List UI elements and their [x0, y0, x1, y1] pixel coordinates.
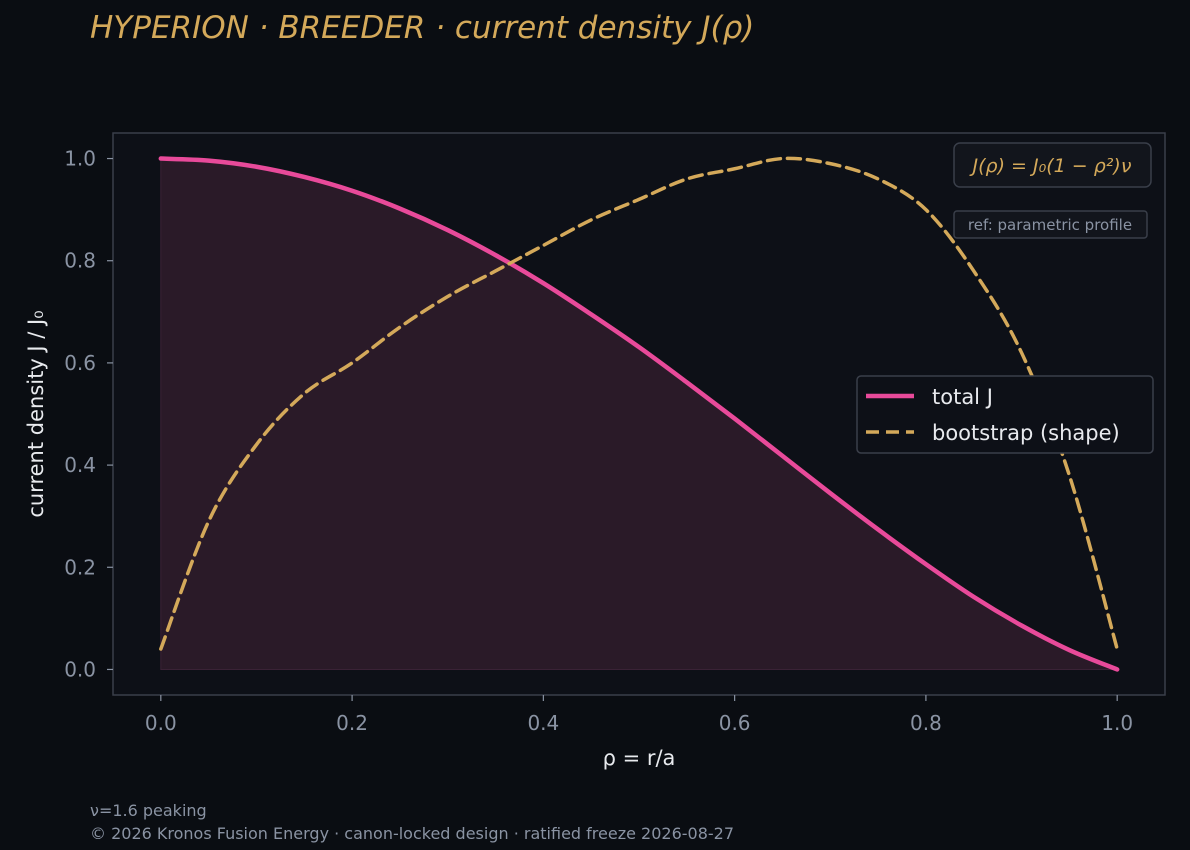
- total-j-line: [158, 156, 1120, 672]
- reference-text: ref: parametric profile: [968, 216, 1132, 234]
- y-tick-label: 0.2: [64, 555, 96, 579]
- x-tick-label: 0.0: [145, 711, 177, 735]
- formula-annotation: J(ρ) = J₀(1 − ρ²)ν: [953, 142, 1152, 188]
- reference-annotation: ref: parametric profile: [953, 210, 1148, 239]
- series-layer: [158, 156, 1120, 672]
- y-tick-label: 0.6: [64, 351, 96, 375]
- y-axis-label: current density J / J₀: [24, 310, 48, 517]
- plot-frame: [112, 132, 1166, 696]
- bootstrap-line: [159, 156, 1119, 651]
- peaking-note: ν=1.6 peaking: [90, 801, 207, 820]
- formula-box-frame: [953, 142, 1152, 188]
- legend-label: total J: [932, 385, 993, 409]
- legend: total J bootstrap (shape): [856, 375, 1154, 454]
- reference-box-frame: [953, 210, 1148, 239]
- chart-title: HYPERION · BREEDER · current density J(ρ…: [90, 10, 754, 46]
- x-tick-label: 1.0: [1101, 711, 1133, 735]
- axis-ticks: 0.0 0.2 0.4 0.6 0.8 1.0 0.0 0.2 0.4 0.6 0.8 1.0: [64, 147, 1133, 735]
- x-tick-label: 0.2: [336, 711, 368, 735]
- y-tick-label: 1.0: [64, 147, 96, 171]
- x-axis-label: ρ = r/a: [603, 746, 676, 770]
- y-tick-label: 0.0: [64, 657, 96, 681]
- copyright-line: © 2026 Kronos Fusion Energy · canon-lock…: [90, 824, 735, 843]
- legend-frame: [856, 375, 1154, 454]
- y-tick-label: 0.8: [64, 249, 96, 273]
- legend-label: bootstrap (shape): [932, 421, 1120, 445]
- x-tick-label: 0.4: [527, 711, 559, 735]
- formula-text: J(ρ) = J₀(1 − ρ²)ν: [969, 155, 1132, 177]
- x-tick-label: 0.6: [719, 711, 751, 735]
- x-tick-label: 0.8: [910, 711, 942, 735]
- y-tick-label: 0.4: [64, 453, 96, 477]
